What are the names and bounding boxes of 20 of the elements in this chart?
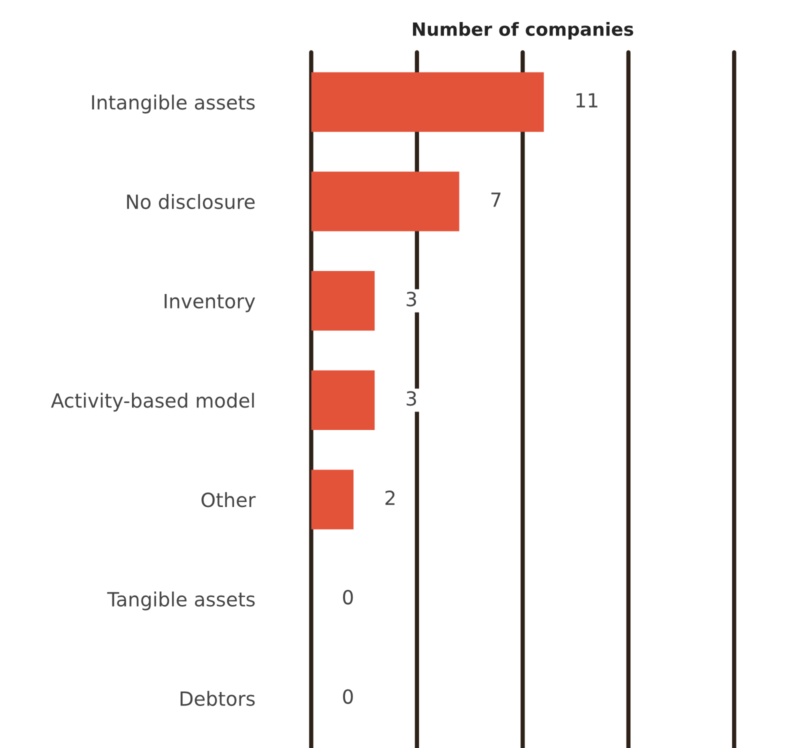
bar <box>311 72 544 132</box>
bar <box>311 370 375 430</box>
y-tick-label: Tangible assets <box>107 592 255 610</box>
data-label: 3 <box>406 292 416 306</box>
y-tick-label: Other <box>202 492 256 508</box>
y-tick-label: No disclosure <box>127 194 255 210</box>
data-label: 2 <box>385 490 394 505</box>
data-label: 0 <box>343 689 353 704</box>
data-label: 0 <box>343 590 353 605</box>
data-label: 11 <box>576 93 598 108</box>
y-tick-label: Intangible assets <box>92 94 255 114</box>
data-label: 7 <box>491 192 501 207</box>
y-tick-label: Inventory <box>164 294 256 312</box>
bar <box>311 470 354 530</box>
bar <box>311 172 460 232</box>
y-tick-label: Debtors <box>180 690 255 706</box>
bar <box>311 270 375 331</box>
data-label: 3 <box>406 391 416 406</box>
y-tick-label: Activity-based model <box>50 392 254 412</box>
x-axis-title: Number of companies <box>412 22 634 40</box>
